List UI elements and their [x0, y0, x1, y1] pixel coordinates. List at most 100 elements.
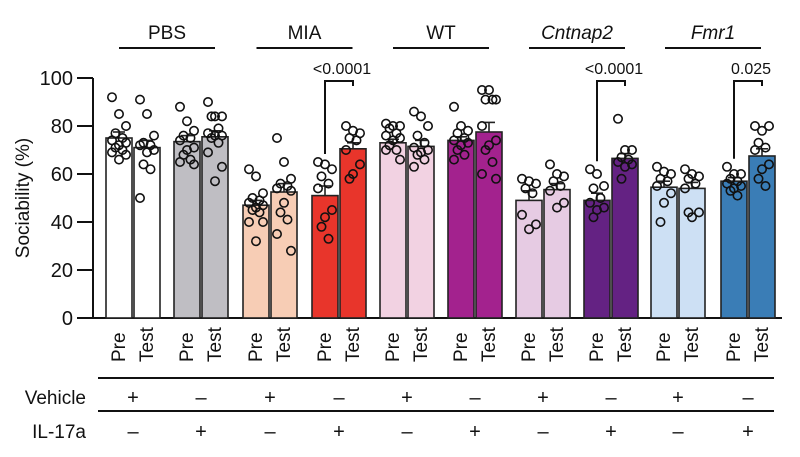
bar-3-test	[339, 148, 367, 319]
data-point	[419, 154, 430, 165]
data-point	[340, 145, 351, 156]
data-point	[544, 159, 555, 170]
table-cell-vehicle: +	[127, 387, 139, 409]
data-point	[415, 111, 426, 122]
data-point	[203, 147, 214, 158]
data-point	[548, 176, 559, 187]
data-points	[107, 85, 774, 256]
table-cell-vehicle: –	[333, 387, 345, 409]
data-point	[135, 193, 146, 204]
data-point	[749, 145, 760, 156]
x-tick-label-test: Test	[615, 326, 636, 362]
table-row-label-il17a: IL-17a	[32, 422, 86, 443]
table-cell-vehicle: –	[742, 387, 754, 409]
data-point	[254, 207, 265, 218]
data-point	[490, 135, 501, 146]
x-tick-label-test: Test	[752, 326, 773, 362]
data-point	[520, 183, 531, 194]
bar-2-pre	[242, 204, 270, 319]
data-point	[725, 185, 736, 196]
table-cell-il17a: +	[605, 421, 617, 443]
data-point	[459, 149, 470, 160]
data-point	[452, 145, 463, 156]
data-point	[354, 159, 365, 170]
data-point	[763, 121, 774, 132]
data-point	[114, 109, 125, 120]
data-point	[516, 209, 527, 220]
data-point	[655, 217, 666, 228]
data-point	[595, 193, 606, 204]
table-cell-il17a: +	[333, 421, 345, 443]
data-point	[616, 173, 627, 184]
data-point	[380, 145, 391, 156]
data-point	[278, 157, 289, 168]
data-point	[323, 178, 334, 189]
table-cell-il17a: +	[195, 421, 207, 443]
data-point	[749, 121, 760, 132]
data-point	[626, 145, 637, 156]
data-point	[142, 109, 153, 120]
data-point	[278, 197, 289, 208]
table-row-label-vehicle: Vehicle	[25, 388, 86, 409]
data-point	[217, 161, 228, 172]
data-point	[584, 164, 595, 175]
data-point	[316, 171, 327, 182]
data-point	[480, 94, 491, 105]
bar-5-pre	[447, 139, 475, 319]
data-point	[476, 169, 487, 180]
table-cell-il17a: +	[469, 421, 481, 443]
table-cell-vehicle: –	[469, 387, 481, 409]
bar-9-test	[748, 155, 776, 319]
p-value-label: <0.0001	[585, 61, 643, 78]
table-cell-il17a: –	[537, 421, 549, 443]
data-point	[107, 92, 118, 103]
data-point	[251, 171, 262, 182]
data-point	[651, 181, 662, 192]
data-point	[544, 185, 555, 196]
data-point	[732, 190, 743, 201]
data-point	[271, 183, 282, 194]
data-point	[490, 173, 501, 184]
data-point	[257, 217, 268, 228]
data-point	[619, 161, 630, 172]
data-point	[679, 183, 690, 194]
table-cell-il17a: –	[127, 421, 139, 443]
bar-4-test	[407, 145, 435, 319]
x-tick-label-pre: Pre	[246, 332, 267, 362]
significance-annotations: <0.0001 <0.0001 0.025	[313, 61, 771, 162]
y-tick-label: 60	[51, 164, 73, 186]
bar-0-pre	[105, 137, 133, 319]
group-label-wt: WT	[426, 23, 456, 44]
data-point	[412, 149, 423, 160]
p-value-label: 0.025	[731, 61, 771, 78]
data-point	[480, 145, 491, 156]
data-point	[203, 97, 214, 108]
group-label-fmr1: Fmr1	[691, 23, 735, 44]
data-point	[530, 178, 541, 189]
data-point	[756, 125, 767, 136]
table-cell-vehicle: +	[672, 387, 684, 409]
data-point	[323, 233, 334, 244]
data-point	[584, 197, 595, 208]
table-cell-vehicle: +	[264, 387, 276, 409]
x-tick-label-pre: Pre	[587, 332, 608, 362]
significance-bracket	[733, 80, 763, 159]
data-point	[760, 142, 771, 153]
data-point	[121, 121, 132, 132]
y-axis-label: Sociability (%)	[13, 138, 34, 258]
data-point	[210, 111, 221, 122]
group-label-pbs: PBS	[148, 23, 186, 44]
data-point	[206, 133, 217, 144]
data-point	[612, 157, 623, 168]
data-point	[135, 94, 146, 105]
data-point	[107, 147, 118, 158]
data-point	[530, 219, 541, 230]
data-point	[145, 164, 156, 175]
x-tick-label-pre: Pre	[724, 332, 745, 362]
y-tick-label: 0	[62, 308, 73, 330]
x-tick-labels: Pre Test Pre Test Pre Test Pre Test Pre Test Pre Te…	[109, 326, 773, 362]
x-tick-label-pre: Pre	[519, 332, 540, 362]
table-cell-vehicle: –	[605, 387, 617, 409]
x-tick-label-pre: Pre	[383, 332, 404, 362]
